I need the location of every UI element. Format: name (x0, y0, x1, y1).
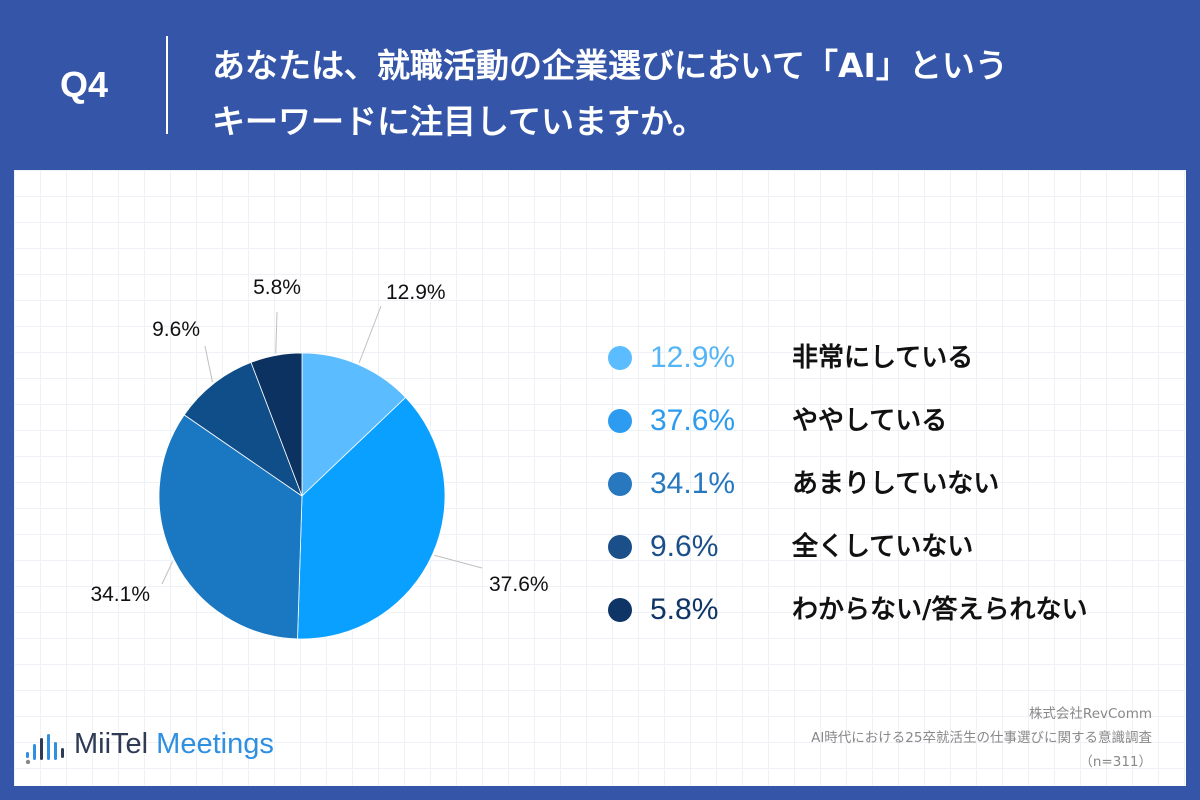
legend-label: 全くしていない (792, 532, 974, 562)
legend-dot (608, 409, 632, 433)
pie-slice-2 (297, 396, 446, 640)
legend-label: あまりしていない (792, 469, 1000, 499)
pie-leader-line-2 (434, 554, 483, 569)
legend-percentage: 9.6% (650, 530, 719, 563)
pie-leader-line-5 (275, 311, 278, 354)
legend-percentage: 34.1% (650, 467, 736, 500)
source-survey: AI時代における25卒就活生の仕事選びに関する意識調査 (811, 730, 1152, 746)
legend-label: 非常にしている (792, 343, 974, 373)
pie-leader-line-3 (161, 561, 174, 585)
pie-data-label-5: 5.8% (253, 276, 301, 299)
pie-chart: 12.9% 37.6% 34.1% 9.6% 5.8% (90, 276, 549, 640)
pie-data-label-2: 37.6% (489, 573, 549, 596)
legend-label: ややしている (792, 406, 948, 436)
pie-leader-line-1 (358, 305, 382, 363)
legend-percentage: 5.8% (650, 593, 719, 626)
logo-text-meetings: Meetings (148, 728, 274, 760)
pie-slice-1 (301, 352, 407, 497)
question-title: あなたは、就職活動の企業選びにおいて「AI」という キーワードに注目していますか… (212, 38, 1112, 150)
audio-bars-icon (25, 734, 64, 764)
pie-slice-5 (250, 352, 303, 497)
legend-dot (608, 346, 632, 370)
question-title-line1: あなたは、就職活動の企業選びにおいて「AI」という (212, 46, 1008, 85)
header-divider (166, 36, 168, 134)
legend-percentage: 12.9% (650, 341, 736, 374)
question-number: Q4 (60, 64, 109, 105)
pie-data-label-1: 12.9% (386, 281, 446, 304)
legend-percentage: 37.6% (650, 404, 736, 437)
source-sample-size: （n=311） (1079, 754, 1152, 770)
legend-dot (608, 472, 632, 496)
legend-label: わからない/答えられない (792, 595, 1088, 625)
chart-panel: 12.9% 37.6% 34.1% 9.6% 5.8% 12.9% 非常にしている 37.6… (14, 170, 1186, 786)
source-note: 株式会社RevComm AI時代における25卒就活生の仕事選びに関する意識調査 … (811, 702, 1152, 774)
logo-text-miitel: MiiTel (74, 728, 149, 760)
pie-data-label-4: 9.6% (152, 318, 200, 341)
question-title-line2: キーワードに注目していますか。 (212, 102, 706, 141)
source-company: 株式会社RevComm (1028, 706, 1152, 722)
logo-text: MiiTel Meetings (74, 728, 274, 761)
pie-slice-4 (183, 361, 303, 498)
pie-leader-line-4 (204, 345, 213, 383)
pie-slice-3 (158, 414, 303, 640)
legend-dot (608, 598, 632, 622)
pie-data-label-3: 34.1% (90, 583, 150, 606)
legend-dot (608, 535, 632, 559)
header: Q4 あなたは、就職活動の企業選びにおいて「AI」という キーワードに注目してい… (0, 0, 1200, 170)
